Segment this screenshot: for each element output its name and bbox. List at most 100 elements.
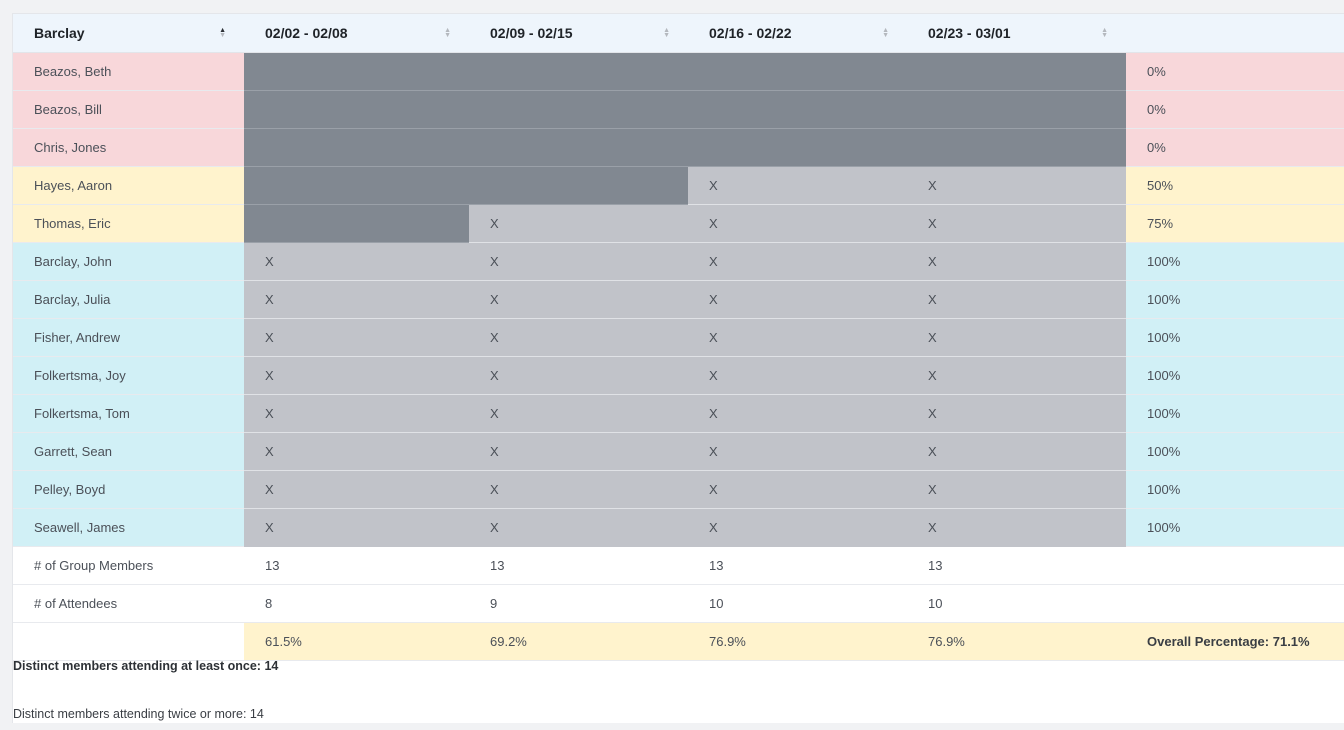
column-header-name[interactable]: Barclay ▲ ▼ xyxy=(13,14,244,53)
attendance-cell-present: X xyxy=(907,508,1126,547)
member-percentage: 50% xyxy=(1126,166,1344,205)
member-percentage: 0% xyxy=(1126,52,1344,91)
attendance-cell-absent xyxy=(688,90,907,129)
attendance-cell-absent xyxy=(244,90,469,129)
attendance-cell-absent xyxy=(244,204,469,243)
table-row: Fisher, Andrew X X X X 100% xyxy=(13,318,1344,357)
distinct-at-least-once: Distinct members attending at least once… xyxy=(13,659,279,673)
attendance-cell-present: X xyxy=(688,508,907,547)
overall-percentage: Overall Percentage: 71.1% xyxy=(1126,622,1344,661)
sort-arrows-icon[interactable]: ▲ ▼ xyxy=(882,27,889,39)
attendance-cell-present: X xyxy=(469,508,688,547)
member-name: Chris, Jones xyxy=(13,128,244,167)
member-name: Barclay, John xyxy=(13,242,244,281)
member-name: Folkertsma, Joy xyxy=(13,356,244,395)
member-name: Garrett, Sean xyxy=(13,432,244,471)
attendance-cell-present: X xyxy=(469,280,688,319)
table-row: Folkertsma, Tom X X X X 100% xyxy=(13,394,1344,433)
summary-section: # of Group Members 13 13 13 13 # of Atte… xyxy=(13,546,1344,661)
member-percentage: 0% xyxy=(1126,128,1344,167)
member-name: Beazos, Bill xyxy=(13,90,244,129)
member-percentage: 100% xyxy=(1126,280,1344,319)
attendees-label: # of Attendees xyxy=(13,584,244,623)
week-label: 02/09 - 02/15 xyxy=(490,25,573,41)
table-row: Hayes, Aaron X X 50% xyxy=(13,166,1344,205)
attendees-count: 9 xyxy=(469,584,688,623)
table-row: Barclay, Julia X X X X 100% xyxy=(13,280,1344,319)
week-percentage: 76.9% xyxy=(688,622,907,661)
attendance-cell-present: X xyxy=(688,166,907,205)
column-header-week-1[interactable]: 02/02 - 02/08 ▲ ▼ xyxy=(244,14,469,53)
attendance-cell-present: X xyxy=(907,356,1126,395)
attendees-count: 8 xyxy=(244,584,469,623)
column-header-week-2[interactable]: 02/09 - 02/15 ▲ ▼ xyxy=(469,14,688,53)
member-name: Seawell, James xyxy=(13,508,244,547)
member-name: Beazos, Beth xyxy=(13,52,244,91)
attendance-cell-absent xyxy=(469,166,688,205)
attendance-cell-present: X xyxy=(244,508,469,547)
attendance-cell-present: X xyxy=(244,394,469,433)
sort-arrows-icon[interactable]: ▲ ▼ xyxy=(219,27,226,39)
attendance-table: Barclay ▲ ▼ 02/02 - 02/08 ▲ ▼ 02/09 - 02/1… xyxy=(13,14,1344,661)
attendance-cell-absent xyxy=(907,128,1126,167)
table-body: Beazos, Beth 0% Beazos, Bill 0% Chris, Jones… xyxy=(13,52,1344,547)
attendance-cell-present: X xyxy=(907,470,1126,509)
attendance-cell-absent xyxy=(244,52,469,91)
column-header-week-4[interactable]: 02/23 - 03/01 ▲ ▼ xyxy=(907,14,1126,53)
group-members-count: 13 xyxy=(907,546,1126,585)
attendance-cell-present: X xyxy=(469,318,688,357)
attendance-cell-present: X xyxy=(688,356,907,395)
member-percentage: 100% xyxy=(1126,242,1344,281)
group-members-count: 13 xyxy=(244,546,469,585)
attendance-cell-present: X xyxy=(907,318,1126,357)
attendance-cell-present: X xyxy=(469,432,688,471)
member-name: Hayes, Aaron xyxy=(13,166,244,205)
member-name: Folkertsma, Tom xyxy=(13,394,244,433)
percentage-row: 61.5% 69.2% 76.9% 76.9% Overall Percenta… xyxy=(13,622,1344,661)
group-members-row: # of Group Members 13 13 13 13 xyxy=(13,546,1344,585)
member-percentage: 100% xyxy=(1126,318,1344,357)
column-header-name-label: Barclay xyxy=(34,25,85,41)
column-header-percentage xyxy=(1126,14,1344,53)
week-percentage: 69.2% xyxy=(469,622,688,661)
table-row: Folkertsma, Joy X X X X 100% xyxy=(13,356,1344,395)
attendees-row: # of Attendees 8 9 10 10 xyxy=(13,584,1344,623)
table-row: Thomas, Eric X X X 75% xyxy=(13,204,1344,243)
table-row: Garrett, Sean X X X X 100% xyxy=(13,432,1344,471)
sort-arrows-icon[interactable]: ▲ ▼ xyxy=(444,27,451,39)
attendance-cell-absent xyxy=(688,128,907,167)
attendance-cell-present: X xyxy=(688,432,907,471)
attendance-cell-present: X xyxy=(688,394,907,433)
attendance-cell-present: X xyxy=(907,432,1126,471)
week-label: 02/16 - 02/22 xyxy=(709,25,792,41)
attendance-cell-absent xyxy=(907,52,1126,91)
attendance-panel: Barclay ▲ ▼ 02/02 - 02/08 ▲ ▼ 02/09 - 02/1… xyxy=(12,13,1344,723)
attendance-cell-present: X xyxy=(244,280,469,319)
attendance-cell-absent xyxy=(469,90,688,129)
table-row: Seawell, James X X X X 100% xyxy=(13,508,1344,547)
attendance-cell-present: X xyxy=(469,470,688,509)
member-name: Barclay, Julia xyxy=(13,280,244,319)
empty-cell xyxy=(1126,546,1344,585)
sort-arrows-icon[interactable]: ▲ ▼ xyxy=(1101,27,1108,39)
column-header-week-3[interactable]: 02/16 - 02/22 ▲ ▼ xyxy=(688,14,907,53)
group-members-count: 13 xyxy=(469,546,688,585)
attendance-cell-present: X xyxy=(469,204,688,243)
member-percentage: 0% xyxy=(1126,90,1344,129)
attendance-cell-present: X xyxy=(469,356,688,395)
attendance-cell-present: X xyxy=(688,280,907,319)
sort-arrows-icon[interactable]: ▲ ▼ xyxy=(663,27,670,39)
member-percentage: 100% xyxy=(1126,432,1344,471)
table-row: Barclay, John X X X X 100% xyxy=(13,242,1344,281)
attendance-cell-present: X xyxy=(907,166,1126,205)
group-members-label: # of Group Members xyxy=(13,546,244,585)
attendance-cell-present: X xyxy=(688,318,907,357)
attendance-cell-absent xyxy=(469,52,688,91)
attendance-cell-present: X xyxy=(907,280,1126,319)
attendance-cell-present: X xyxy=(907,394,1126,433)
member-percentage: 100% xyxy=(1126,394,1344,433)
week-label: 02/23 - 03/01 xyxy=(928,25,1011,41)
week-label: 02/02 - 02/08 xyxy=(265,25,348,41)
attendance-cell-absent xyxy=(907,90,1126,129)
attendance-cell-absent xyxy=(244,128,469,167)
